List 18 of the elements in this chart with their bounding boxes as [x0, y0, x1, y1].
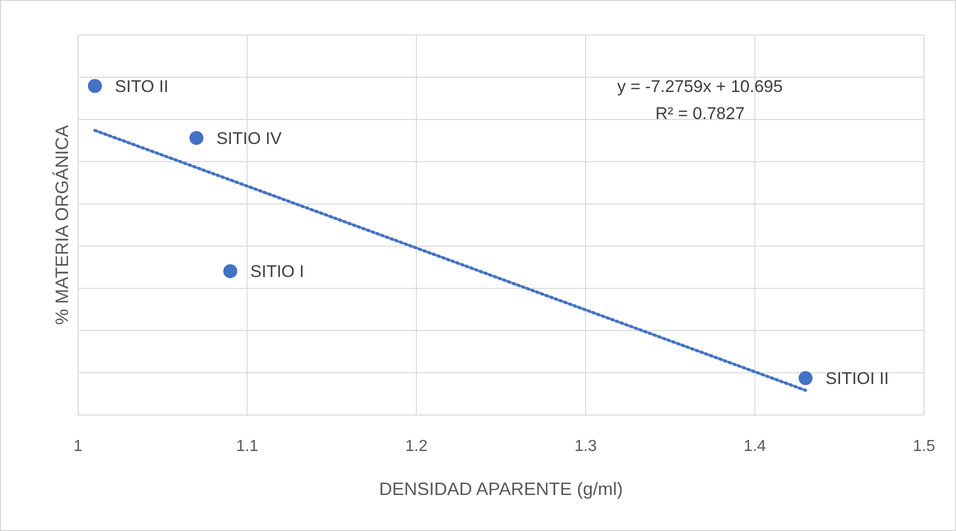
point — [189, 130, 204, 145]
x-axis-title: DENSIDAD APARENTE (g/ml) — [379, 479, 623, 499]
annotation: y = -7.2759x + 10.695 — [617, 77, 783, 96]
annotation: SITO II — [114, 76, 168, 96]
annotation: SITIO IV — [216, 128, 282, 148]
point — [223, 264, 238, 278]
annotation: SITIOI II — [826, 369, 889, 388]
point — [798, 371, 813, 386]
y-axis-title: % MATERIA ORGÁNICA — [52, 125, 72, 325]
x-tick-label: 1.5 — [912, 438, 936, 455]
x-tick-label: 1.1 — [236, 438, 258, 455]
annotation: R² = 0.7827 — [655, 104, 745, 123]
x-tick-label: 1.3 — [574, 438, 597, 455]
x-tick-label: 1 — [74, 438, 83, 455]
annotation: SITIO I — [250, 262, 304, 282]
x-tick-label: 1.4 — [744, 438, 766, 455]
x-tick-label: 1.2 — [405, 438, 428, 455]
point — [88, 79, 102, 93]
